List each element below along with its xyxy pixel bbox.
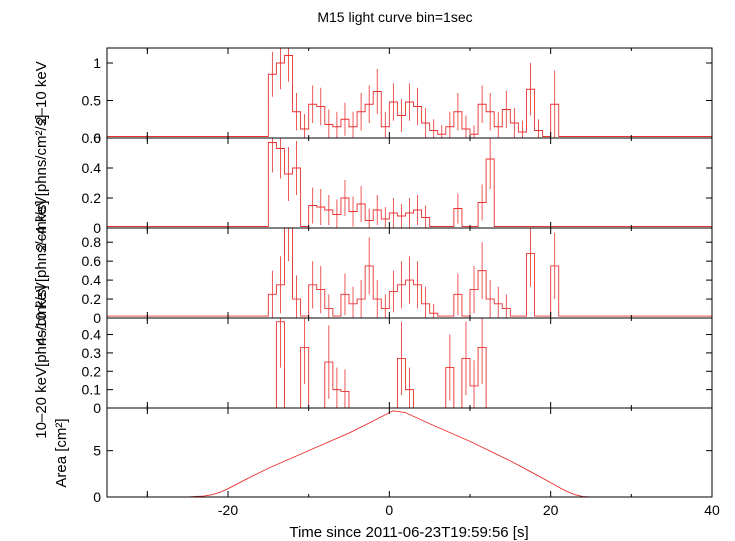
panel-4-10kev: 0 0.2 0.4 0.6 0.8 [82,227,713,326]
panel-10-20kev: 0 0.1 0.2 0.3 0.4 [82,317,713,416]
y-tick-label: 0.1 [82,382,102,398]
light-curve-step [107,228,712,317]
y-tick-label: 0.5 [82,93,102,109]
panel-10-20kev-ylabel-band: 10–20 keV [33,367,50,439]
panel-2-10kev: 00.51 [82,47,713,146]
y-tick-label: 0 [93,130,101,146]
y-tick-label: 0.4 [82,272,102,288]
panel-2-4kev: 0 0.2 0.4 0.6 [82,130,713,236]
y-tick-label: 5 [93,443,101,459]
data-layer [107,318,712,408]
x-tick-label: 0 [385,502,393,518]
panel-4-10kev-ylabel-unit: [phns/cm²/s] [33,200,50,282]
y-tick-label: 0.3 [82,345,102,361]
panel-2-4kev-ylabel: 2–4 keV[phns/cm²/s] [33,115,50,252]
chart-title: M15 light curve bin=1sec [317,9,472,25]
y-tick-label: 0 [93,310,101,326]
panel-effective-area: 0 5 -20 0 20 40 [93,407,720,518]
data-layer [107,228,712,318]
y-tick-label: 0.6 [82,130,102,146]
x-axis-label: Time since 2011-06-23T19:59:56 [s] [289,524,528,541]
panel-2-4kev-ylabel-band: 2–4 keV [33,196,50,251]
y-tick-label: 0.4 [82,327,102,343]
data-layer [107,48,712,138]
panel-area-ylabel: Area [cm²] [53,418,70,487]
y-tick-label: 0 [93,220,101,236]
y-tick-label: 0 [93,400,101,416]
panel-frame [106,407,713,498]
x-tick-label: 40 [704,502,720,518]
light-curve-step [107,321,712,408]
y-tick-label: 0.2 [82,363,102,379]
data-layer [107,410,712,497]
y-tick-label: 0.4 [82,160,102,176]
panel-4-10kev-ylabel-band: 4–10 keV [33,282,50,345]
y-tick-label: 0.2 [82,190,102,206]
light-curve-step [107,55,712,137]
data-layer [107,138,712,228]
light-curve-step [107,142,712,227]
x-tick-label: 20 [543,502,559,518]
y-tick-label: 0 [93,489,101,505]
panel-4-10kev-ylabel: 4–10 keV[phns/cm²/s] [33,200,50,345]
panel-2-10kev-ylabel: 2–10 keV [33,61,50,124]
y-tick-label: 1 [93,55,101,71]
y-tick-label: 0.8 [82,234,102,250]
y-tick-label: 0.2 [82,291,102,307]
x-tick-label: -20 [218,502,238,518]
y-tick-label: 0.6 [82,253,102,269]
panel-2-4kev-ylabel-unit: [phns/cm²/s] [33,115,50,197]
panel-10-20kev-ylabel-unit: [phns/cm²/s] [33,285,50,367]
effective-area-curve [107,410,712,497]
panel-10-20kev-ylabel: 10–20 keV[phns/cm²/s] [33,285,50,438]
